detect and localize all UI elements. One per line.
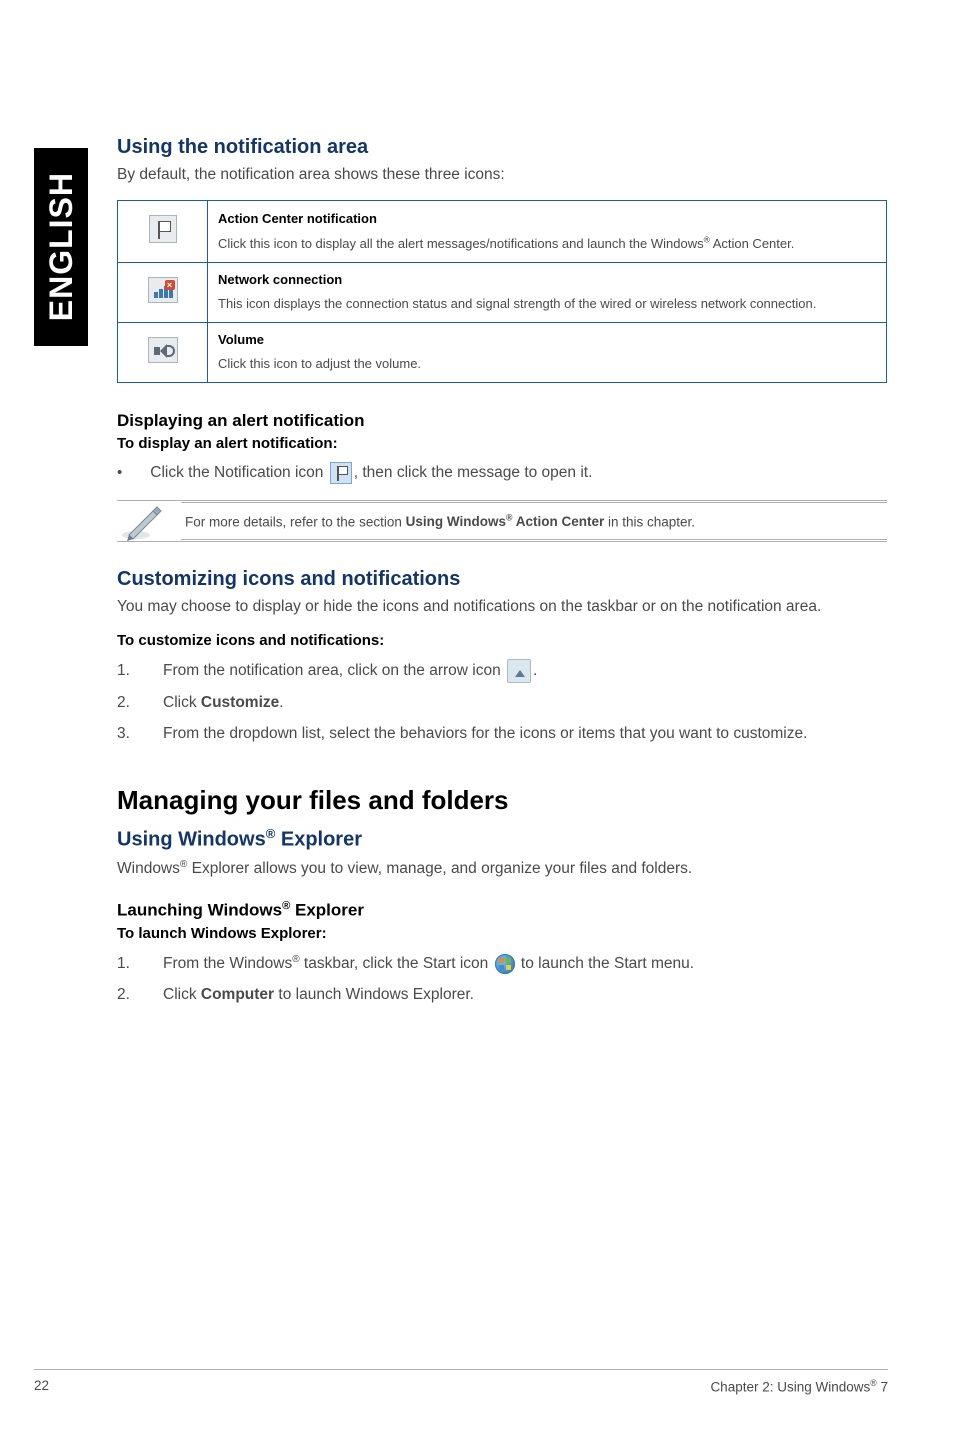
section-intro: By default, the notification area shows … (117, 165, 887, 186)
notification-icon (330, 462, 352, 484)
main-heading: Managing your files and folders (117, 785, 887, 816)
section-title-notification-area: Using the notification area (117, 136, 887, 159)
instruction-heading: To launch Windows Explorer: (117, 925, 887, 942)
sidebar-language-tab: ENGLISH (34, 148, 88, 346)
numbered-list: From the Windows® taskbar, click the Sta… (117, 952, 887, 1007)
row-desc: This icon displays the connection status… (218, 296, 816, 311)
section-intro: Windows® Explorer allows you to view, ma… (117, 858, 887, 880)
instruction-heading: To customize icons and notifications: (117, 632, 887, 649)
table-row: Action Center notification Click this ic… (118, 200, 887, 262)
section-intro: You may choose to display or hide the ic… (117, 597, 887, 618)
text-cell: Volume Click this icon to adjust the vol… (208, 322, 887, 382)
bullet-text: Click the Notification icon , then click… (150, 462, 592, 484)
icon-cell (118, 200, 208, 262)
section-title-customizing: Customizing icons and notifications (117, 568, 887, 591)
row-desc: Click this icon to display all the alert… (218, 236, 794, 251)
list-item: From the Windows® taskbar, click the Sta… (117, 952, 887, 975)
row-title: Action Center notification (218, 210, 876, 228)
list-item: From the notification area, click on the… (117, 659, 887, 683)
icon-cell (118, 322, 208, 382)
page-footer: 22 Chapter 2: Using Windows® 7 (34, 1369, 888, 1395)
sidebar-label: ENGLISH (43, 172, 80, 321)
section-title-explorer: Using Windows® Explorer (117, 826, 887, 852)
list-item: From the dropdown list, select the behav… (117, 722, 887, 745)
row-title: Network connection (218, 271, 876, 289)
note-text: For more details, refer to the section U… (181, 502, 887, 541)
notification-icons-table: Action Center notification Click this ic… (117, 200, 887, 383)
list-item: Click Computer to launch Windows Explore… (117, 983, 887, 1006)
text-cell: Network connection This icon displays th… (208, 262, 887, 322)
table-row: × Network connection This icon displays … (118, 262, 887, 322)
note-box: For more details, refer to the section U… (117, 500, 887, 542)
network-icon: × (148, 277, 178, 303)
list-item: Click Customize. (117, 691, 887, 714)
row-desc: Click this icon to adjust the volume. (218, 356, 421, 371)
row-title: Volume (218, 331, 876, 349)
bullet-marker: • (117, 464, 122, 481)
text-cell: Action Center notification Click this ic… (208, 200, 887, 262)
volume-icon (148, 337, 178, 363)
start-icon (495, 954, 515, 974)
table-row: Volume Click this icon to adjust the vol… (118, 322, 887, 382)
bullet-item: • Click the Notification icon , then cli… (117, 462, 887, 484)
page-content: Using the notification area By default, … (117, 136, 887, 1016)
subsection-title: Launching Windows® Explorer (117, 900, 887, 921)
pen-icon (119, 501, 165, 541)
icon-cell: × (118, 262, 208, 322)
page-number: 22 (34, 1378, 49, 1395)
numbered-list: From the notification area, click on the… (117, 659, 887, 746)
note-icon (117, 501, 181, 541)
action-center-icon (149, 215, 177, 243)
chapter-label: Chapter 2: Using Windows® 7 (710, 1378, 888, 1395)
instruction-heading: To display an alert notification: (117, 435, 887, 452)
subsection-title: Displaying an alert notification (117, 411, 887, 431)
arrow-icon (507, 659, 531, 683)
